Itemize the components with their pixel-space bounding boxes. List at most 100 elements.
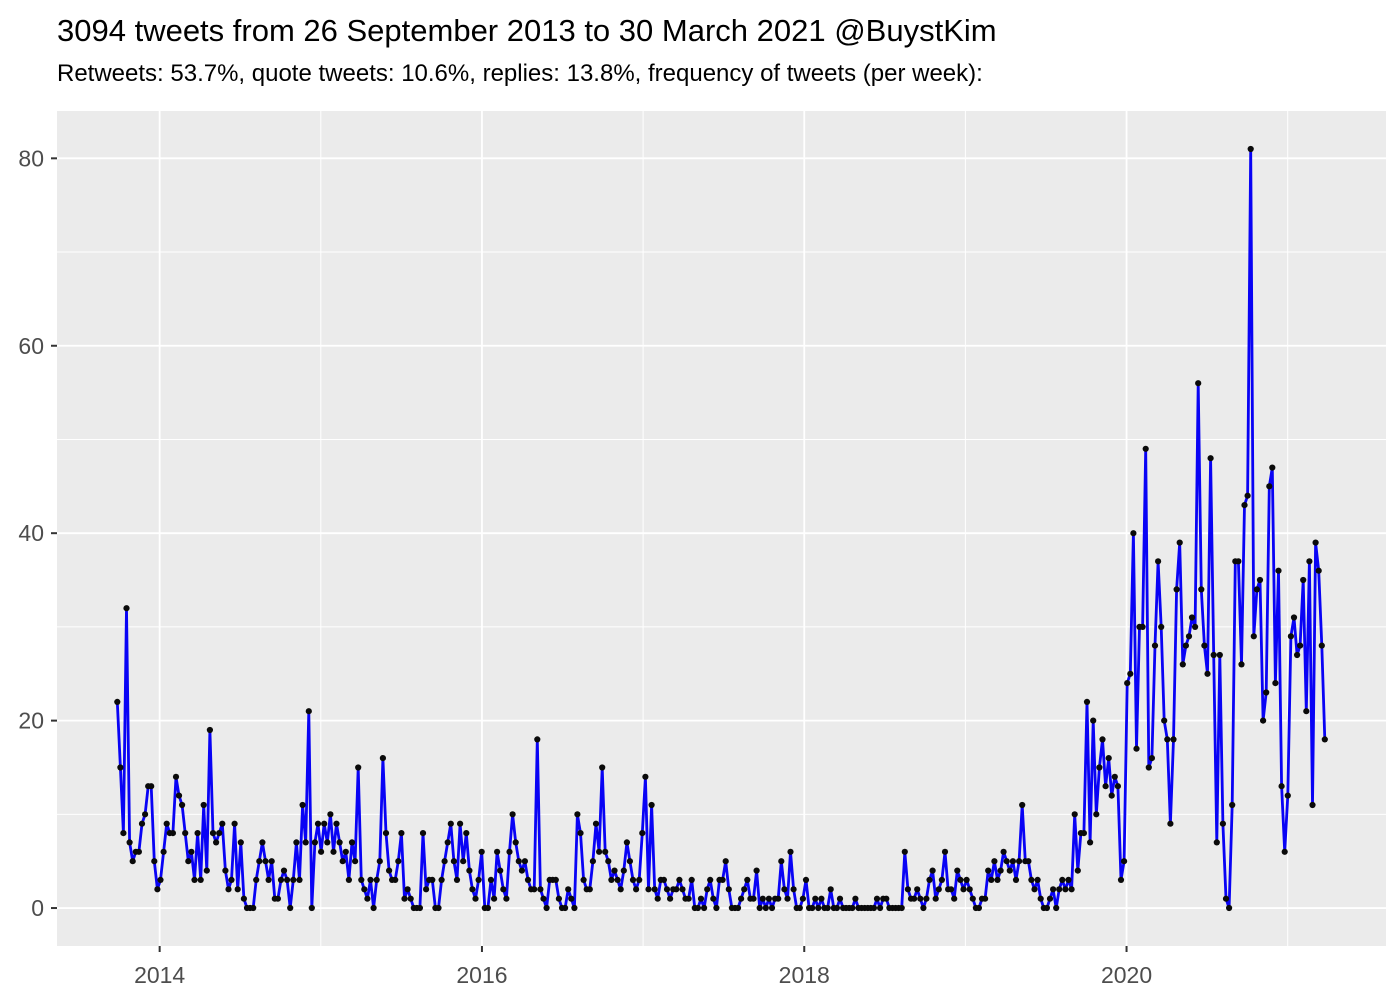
data-point (1287, 633, 1294, 640)
data-point (982, 895, 989, 902)
data-point (1062, 886, 1069, 893)
data-point (175, 792, 183, 799)
data-point (568, 895, 575, 902)
data-point (500, 886, 507, 893)
data-point (398, 830, 405, 837)
data-point (1321, 736, 1328, 743)
plot-panel (57, 111, 1386, 946)
data-point (466, 867, 473, 874)
data-point (154, 886, 161, 893)
data-point (768, 904, 776, 912)
data-point (599, 764, 606, 771)
data-point (234, 886, 241, 893)
data-point (722, 858, 729, 865)
data-point (1000, 848, 1007, 855)
data-point (1222, 895, 1230, 902)
data-point (1096, 764, 1103, 771)
data-point (324, 839, 331, 846)
data-point (1309, 801, 1316, 809)
data-point (611, 867, 618, 874)
data-point (342, 848, 349, 855)
data-point (626, 858, 634, 865)
data-point (157, 876, 164, 884)
data-point (562, 904, 569, 912)
data-point (256, 858, 263, 865)
data-point (577, 830, 584, 837)
data-point (951, 895, 958, 902)
data-point (379, 755, 386, 762)
data-point (1053, 904, 1060, 912)
data-point (1093, 811, 1100, 818)
data-point (1176, 539, 1183, 546)
data-point (179, 801, 186, 809)
data-point (904, 886, 912, 893)
data-point (453, 876, 461, 884)
data-point (1192, 623, 1199, 631)
data-point (762, 904, 769, 912)
data-point (969, 895, 976, 902)
data-point (1244, 492, 1251, 499)
data-point (228, 876, 235, 884)
data-point (203, 867, 210, 874)
data-point (1151, 642, 1159, 649)
data-point (1009, 858, 1017, 865)
data-point (1229, 801, 1236, 809)
data-point (633, 886, 640, 893)
data-point (259, 839, 266, 846)
data-point (1164, 736, 1171, 743)
data-point (870, 904, 878, 912)
data-point (923, 895, 930, 902)
data-point (200, 801, 207, 809)
data-point (1105, 755, 1112, 762)
data-point (117, 764, 124, 771)
data-point (1241, 502, 1248, 509)
data-point (1012, 876, 1020, 884)
data-point (697, 895, 705, 902)
data-point (685, 895, 692, 902)
data-point (330, 848, 337, 855)
data-point (555, 895, 563, 902)
data-point (1117, 876, 1125, 884)
data-point (592, 820, 600, 827)
data-point (1050, 886, 1057, 893)
data-point (802, 876, 810, 884)
data-point (503, 895, 510, 902)
data-point (710, 895, 717, 902)
data-point (352, 858, 359, 865)
data-point (877, 904, 884, 912)
data-point (636, 876, 643, 884)
data-point (1281, 848, 1288, 855)
data-point (1188, 614, 1196, 621)
data-point (815, 904, 822, 912)
data-point (985, 867, 992, 874)
data-point (1250, 633, 1257, 640)
data-point (1130, 530, 1137, 537)
data-point (738, 895, 745, 902)
data-point (596, 848, 603, 855)
data-point (707, 876, 714, 884)
data-point (268, 858, 275, 865)
data-point (1074, 867, 1081, 874)
data-point (138, 820, 146, 827)
data-point (688, 876, 695, 884)
data-point (827, 886, 834, 893)
data-point (1099, 736, 1106, 743)
data-point (1031, 886, 1038, 893)
data-point (250, 904, 257, 912)
data-point (941, 848, 949, 855)
data-point (654, 895, 661, 902)
data-point (321, 820, 328, 827)
data-point (333, 820, 340, 827)
data-point (457, 820, 464, 827)
data-point (926, 876, 933, 884)
data-point (1043, 904, 1050, 912)
data-point (948, 886, 955, 893)
data-point (1272, 680, 1279, 687)
data-point (395, 858, 402, 865)
data-point (1201, 642, 1208, 649)
data-point (673, 886, 680, 893)
data-point (497, 867, 504, 874)
data-point (1059, 876, 1066, 884)
data-point (790, 886, 797, 893)
